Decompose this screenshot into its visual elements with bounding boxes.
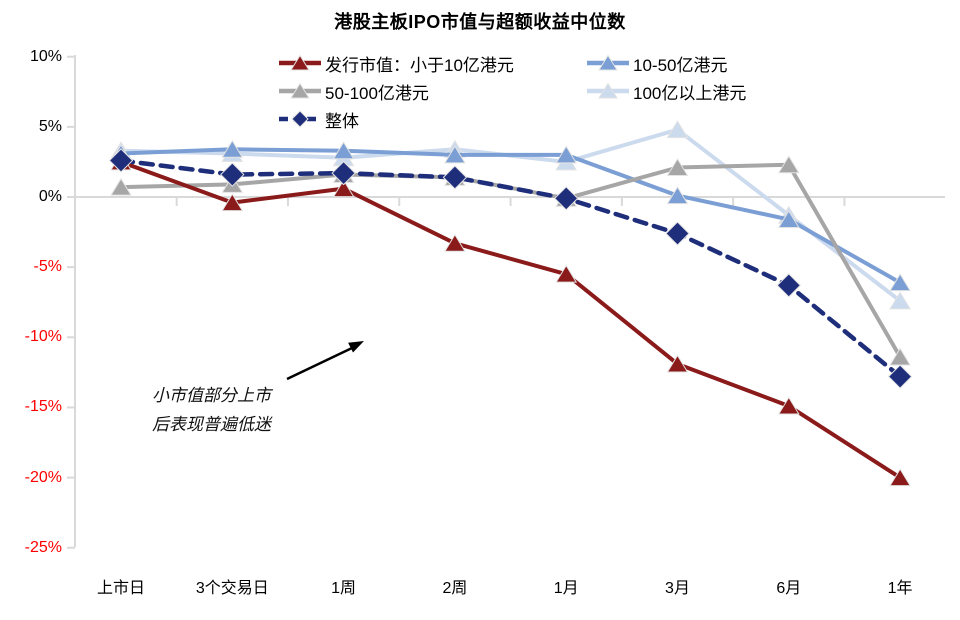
diamond-marker [665, 221, 690, 246]
triangle-marker [290, 82, 310, 99]
annotation-arrow [286, 341, 364, 381]
series-1 [110, 139, 911, 292]
triangle-marker [666, 158, 689, 177]
legend-swatch-triangle-icon [279, 82, 321, 99]
series-line [119, 162, 903, 359]
legend-item-1: 10-50亿港元 [586, 50, 727, 76]
series-4 [108, 148, 913, 389]
legend-item-4: 整体 [278, 106, 359, 132]
triangle-marker [666, 186, 689, 205]
diamond-marker [553, 186, 579, 211]
triangle-marker [555, 145, 578, 164]
triangle-marker [444, 145, 466, 164]
triangle-marker [777, 155, 800, 174]
diamond-marker [887, 364, 913, 389]
y-axis-label: -10% [24, 328, 62, 346]
diamond-marker [108, 148, 134, 173]
series-line [119, 159, 903, 480]
triangle-marker [889, 468, 911, 487]
annotation-text: 小市值部分上市 后表现普遍低迷 [152, 382, 271, 440]
legend-item-2: 50-100亿港元 [278, 78, 429, 104]
triangle-marker [666, 120, 689, 139]
diamond-marker [776, 273, 802, 298]
x-axis-label: 3月 [665, 580, 690, 597]
x-axis-label: 1年 [887, 580, 913, 597]
chart-title: 港股主板IPO市值与超额收益中位数 [334, 12, 626, 32]
triangle-marker [777, 209, 800, 228]
legend-label: 整体 [325, 111, 359, 131]
y-axis-label: 5% [38, 117, 62, 135]
annotation-line-1: 小市值部分上市 [152, 386, 271, 406]
legend-label: 50-100亿港元 [325, 83, 429, 103]
triangle-marker [666, 354, 689, 373]
legend-item-3: 100亿以上港元 [586, 78, 746, 104]
x-axis-label: 1周 [331, 580, 357, 597]
x-axis-label: 6月 [776, 580, 802, 597]
triangle-marker [290, 54, 310, 71]
annotation-line-2: 后表现普遍低迷 [152, 415, 271, 435]
arrow-shaft [286, 346, 353, 381]
triangle-marker [332, 141, 355, 160]
triangle-marker [598, 54, 618, 71]
arrow-head [348, 341, 364, 353]
triangle-marker [555, 264, 578, 283]
legend-swatch-triangle-icon [587, 82, 629, 99]
y-axis-label: 10% [29, 47, 62, 65]
y-axis-label: -20% [24, 468, 62, 486]
legend-swatch-triangle-icon [587, 54, 629, 71]
x-axis-label: 3个交易日 [195, 580, 269, 597]
triangle-marker [110, 177, 132, 196]
y-axis-label: -5% [33, 258, 62, 276]
legend-label: 10-50亿港元 [633, 55, 728, 75]
x-axis-label: 2周 [442, 580, 468, 597]
legend-label: 发行市值：小于10亿港元 [325, 55, 514, 75]
triangle-marker [889, 273, 911, 292]
triangle-marker [598, 82, 618, 99]
legend-swatch-triangle-icon [279, 54, 321, 71]
x-axis-label: 1月 [553, 580, 579, 597]
y-axis-label: -25% [24, 538, 62, 556]
diamond-marker [220, 162, 245, 187]
x-axis-label: 上市日 [96, 580, 145, 597]
series-line [119, 147, 903, 285]
diamond-marker [291, 110, 309, 128]
y-axis-label: 0% [38, 188, 62, 205]
triangle-marker [221, 139, 244, 158]
triangle-marker [889, 347, 911, 366]
legend-swatch-diamond-icon [279, 110, 321, 128]
triangle-marker [221, 193, 244, 212]
series-line [118, 158, 903, 379]
diamond-marker [331, 160, 356, 186]
triangle-marker [889, 291, 911, 310]
triangle-marker [777, 396, 800, 415]
y-axis-label: -15% [24, 398, 62, 416]
diamond-marker [442, 165, 468, 190]
legend-label: 100亿以上港元 [633, 83, 747, 103]
legend-item-0: 发行市值：小于10亿港元 [278, 50, 514, 76]
triangle-marker [332, 179, 355, 198]
triangle-marker [444, 233, 466, 252]
